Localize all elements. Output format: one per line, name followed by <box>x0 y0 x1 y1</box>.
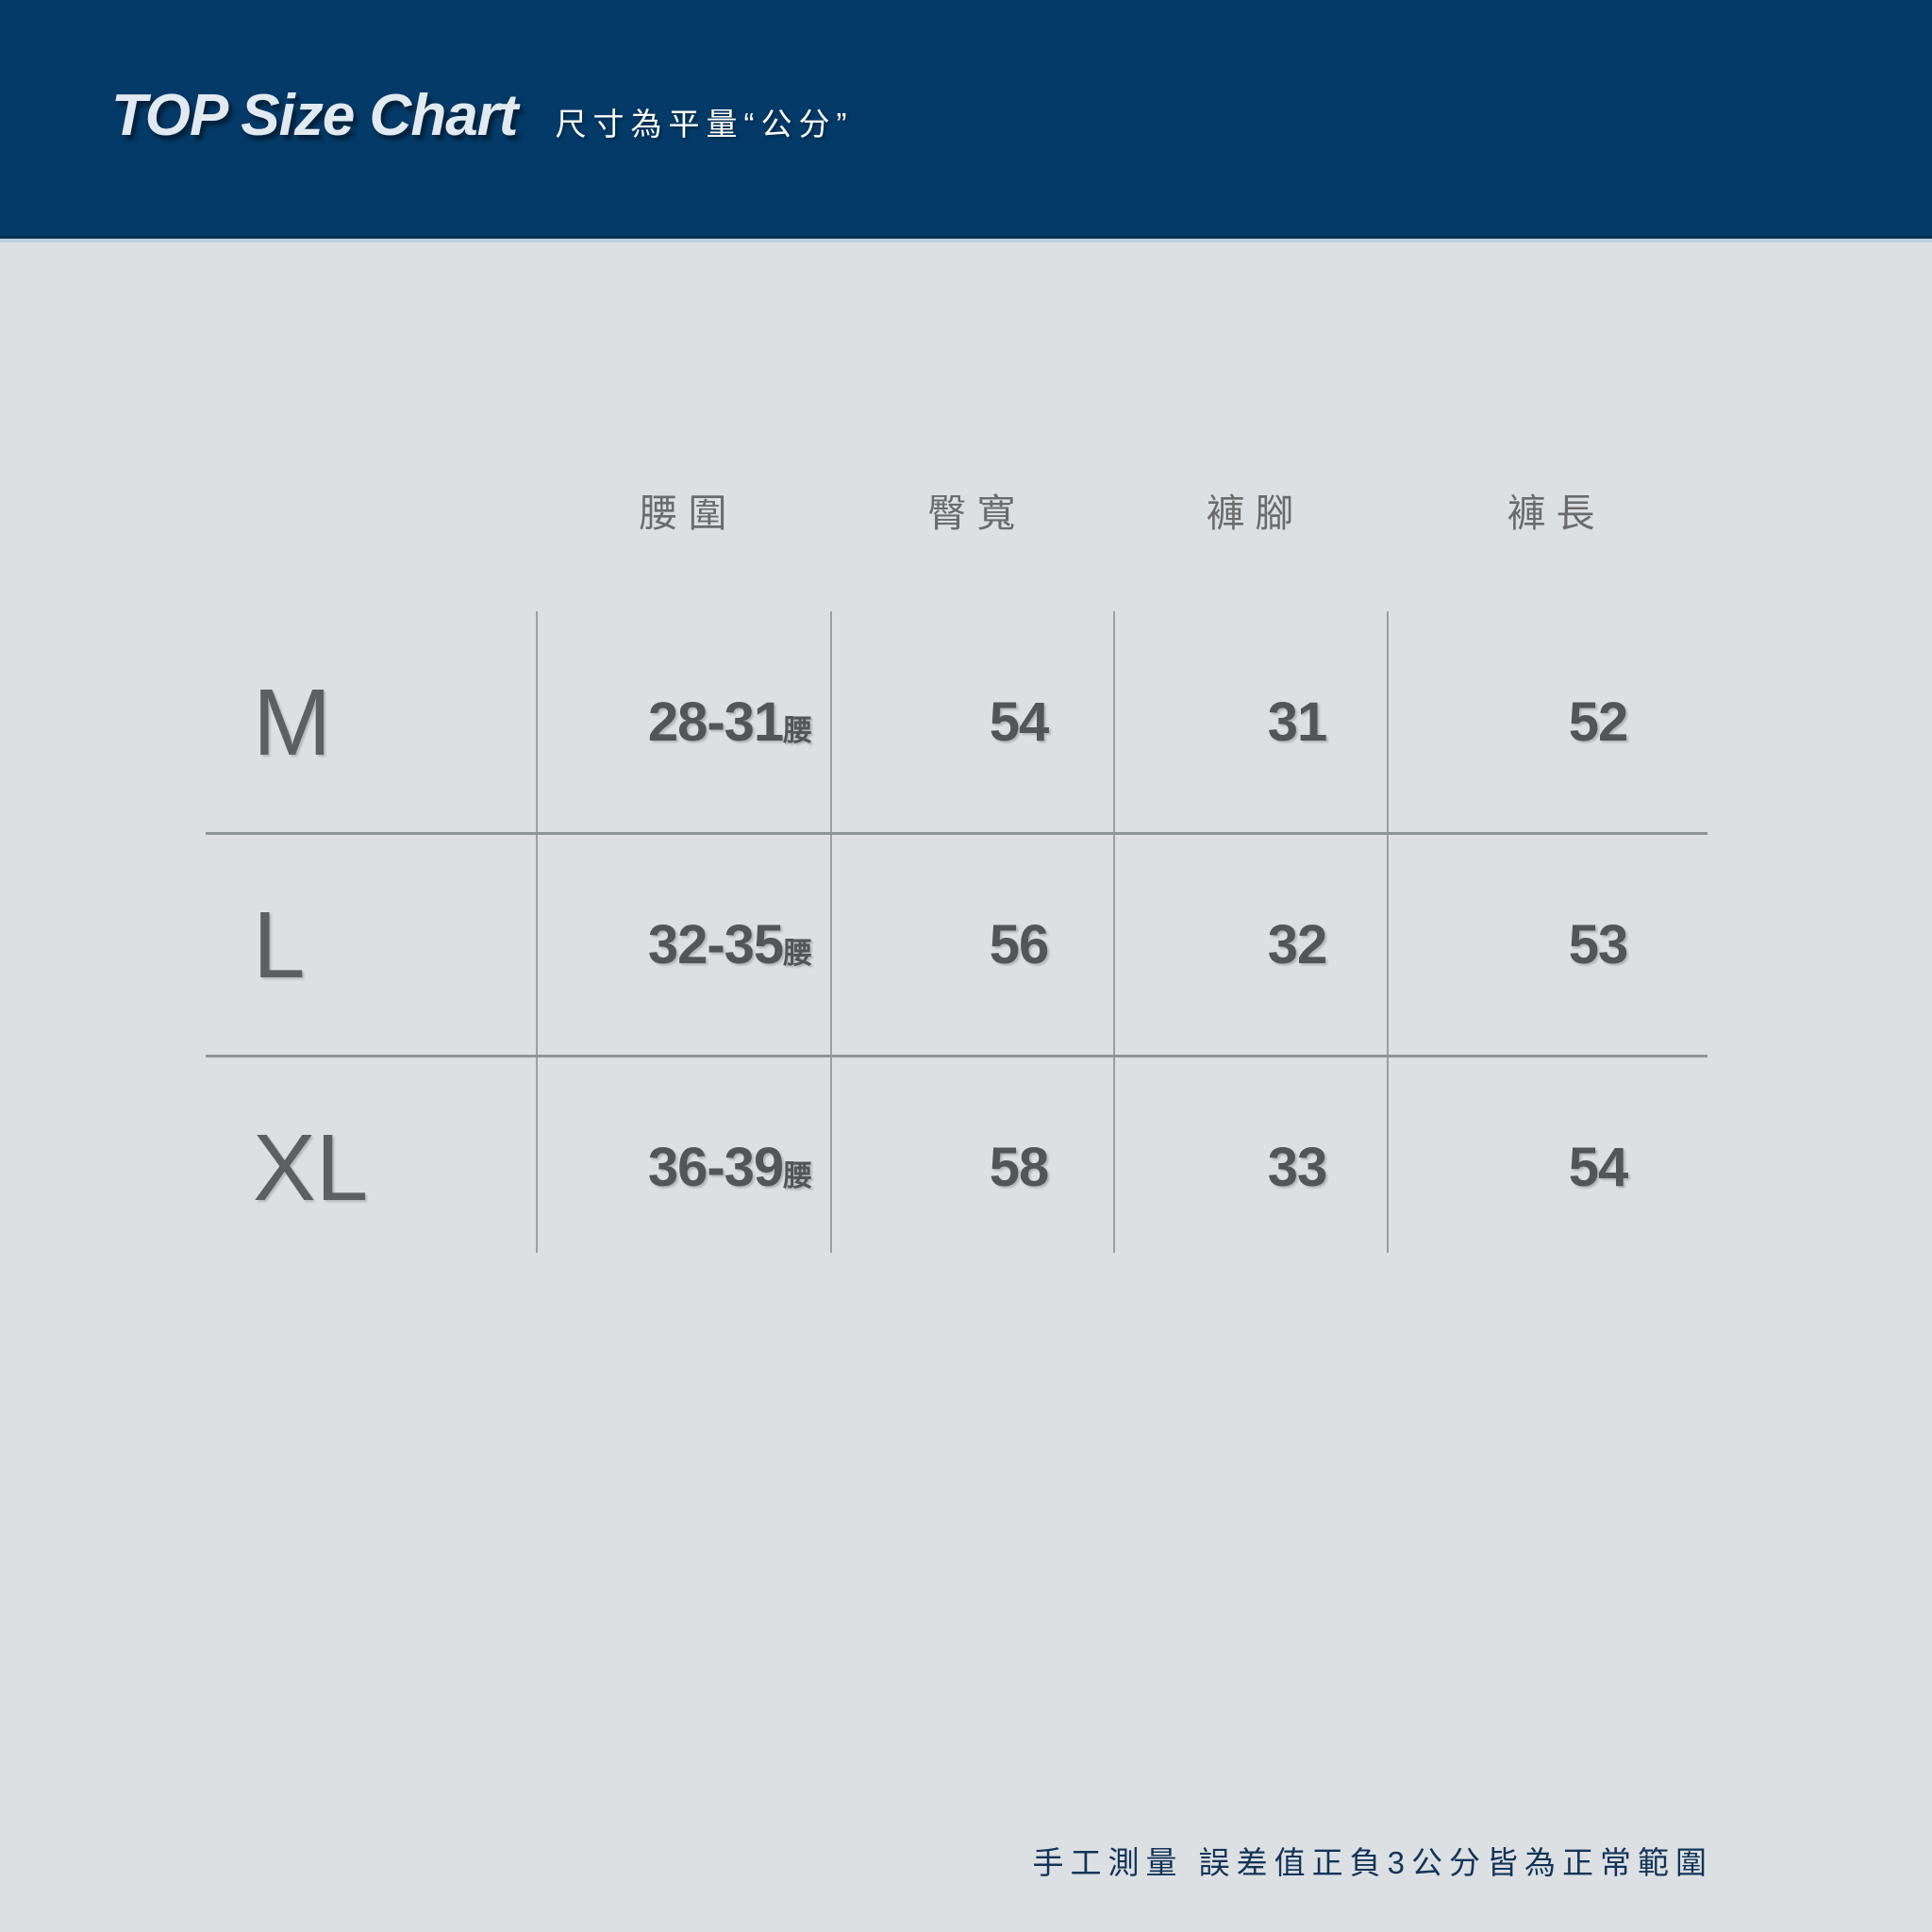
cell-hip: 56 <box>989 914 1050 975</box>
column-header-hip: 臀寬 <box>927 491 1026 535</box>
column-header-waist: 腰圍 <box>639 491 738 535</box>
cell-waist-unit: 腰 <box>783 937 813 970</box>
page-subtitle: 尺寸為平量“公分” <box>555 107 854 142</box>
header-band-highlight <box>0 239 1932 242</box>
table-body: M 28-31腰 54 31 52 L 32-35腰 56 32 53 XL 3… <box>206 611 1715 1279</box>
column-header-leg-opening: 褲腳 <box>1206 491 1305 535</box>
cell-waist: 36-39腰 <box>583 1141 877 1195</box>
cell-length: 52 <box>1568 691 1629 753</box>
page-title: TOP Size Chart <box>111 83 518 148</box>
cell-hip: 58 <box>989 1137 1050 1198</box>
cell-length: 53 <box>1568 914 1629 975</box>
cell-waist: 28-31腰 <box>583 695 877 750</box>
table-row: L 32-35腰 56 32 53 <box>206 834 1715 1057</box>
header-title-row: TOP Size Chart 尺寸為平量“公分” <box>111 87 853 145</box>
cell-waist-unit: 腰 <box>783 1159 813 1192</box>
column-header-length: 褲長 <box>1507 491 1606 535</box>
table-row: XL 36-39腰 58 33 54 <box>206 1057 1715 1279</box>
cell-length: 54 <box>1568 1137 1629 1198</box>
row-size-label: XL <box>253 1115 369 1221</box>
cell-leg-opening: 31 <box>1267 691 1328 753</box>
cell-waist: 32-35腰 <box>583 918 877 973</box>
table-column-headers: 腰圍 臀寬 褲腳 褲長 <box>206 453 1715 566</box>
cell-waist-value: 32-35 <box>647 914 784 975</box>
cell-waist-value: 28-31 <box>647 691 784 753</box>
row-size-label: L <box>253 892 306 998</box>
table-row: M 28-31腰 54 31 52 <box>206 611 1715 834</box>
cell-leg-opening: 32 <box>1267 914 1328 975</box>
size-chart-table: 腰圍 臀寬 褲腳 褲長 M 28-31腰 54 31 52 L 32-35腰 5… <box>206 453 1715 1279</box>
cell-leg-opening: 33 <box>1267 1137 1328 1198</box>
cell-waist-unit: 腰 <box>783 714 813 747</box>
cell-hip: 54 <box>989 691 1050 753</box>
measurement-disclaimer: 手工測量 誤差值正負3公分皆為正常範圍 <box>1032 1845 1713 1880</box>
cell-waist-value: 36-39 <box>647 1137 784 1198</box>
header-band <box>0 0 1932 236</box>
header-band-underline <box>0 236 1932 239</box>
row-size-label: M <box>253 670 332 775</box>
